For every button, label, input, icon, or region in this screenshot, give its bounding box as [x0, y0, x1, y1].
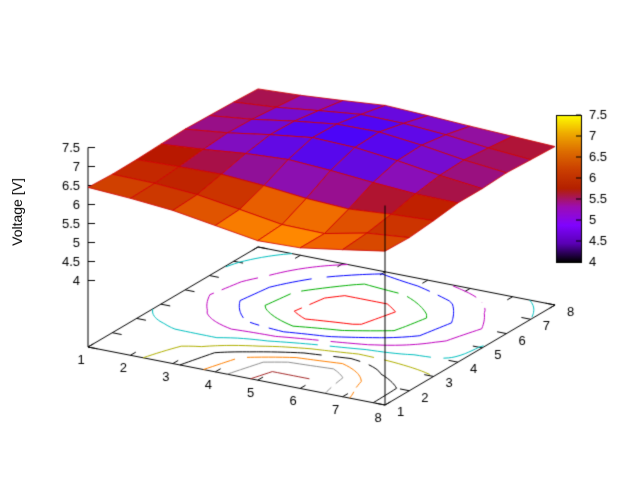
z-axis-title: Voltage [V] [9, 178, 25, 246]
